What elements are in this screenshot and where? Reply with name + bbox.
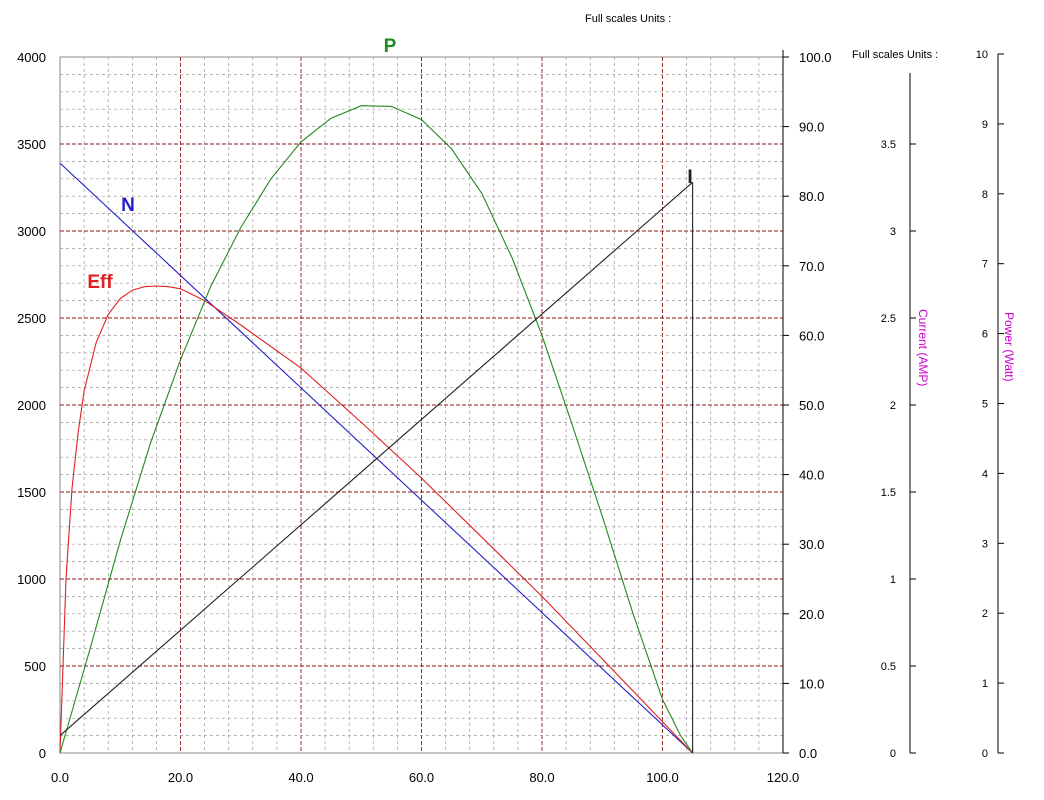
x-tick-label: 40.0 <box>288 770 313 785</box>
power-tick-label: 0 <box>982 748 988 760</box>
left-tick-label: 500 <box>24 659 46 674</box>
power-tick-label: 10 <box>976 49 988 61</box>
left-tick-label: 2000 <box>17 398 46 413</box>
mid-tick-label: 40.0 <box>799 468 824 483</box>
top-header: Full scales Units : <box>585 13 671 25</box>
power-tick-label: 5 <box>982 399 988 411</box>
x-tick-label: 60.0 <box>409 770 434 785</box>
series-line-eff <box>59 285 693 754</box>
series-lines <box>59 105 694 754</box>
left-axis: 0 500 1000 1500 2000 2500 3000 3500 4000 <box>17 50 46 761</box>
series-line-p <box>59 105 694 754</box>
left-tick-label: 3000 <box>17 224 46 239</box>
left-tick-label: 1500 <box>17 485 46 500</box>
current-tick-label: 1.5 <box>881 487 896 499</box>
current-tick-label: 1 <box>890 574 896 586</box>
power-axis-label: Power (Watt) <box>1002 312 1016 382</box>
left-tick-label: 2500 <box>17 311 46 326</box>
power-axis: 0 1 2 3 4 5 6 7 8 9 10 <box>976 49 1004 760</box>
x-tick-label: 80.0 <box>529 770 554 785</box>
power-tick-label: 4 <box>982 468 988 480</box>
series-line-n <box>59 162 693 754</box>
current-axis: 0 0.5 1 1.5 2 2.5 3 3.5 <box>881 73 916 760</box>
mid-tick-label: 10.0 <box>799 676 824 691</box>
power-tick-label: 1 <box>982 678 988 690</box>
current-tick-label: 2 <box>890 400 896 412</box>
series-labels: N Eff P I <box>87 36 692 293</box>
x-tick-label: 120.0 <box>767 770 800 785</box>
current-tick-label: 3 <box>890 226 896 238</box>
current-tick-label: 0.5 <box>881 661 896 673</box>
x-tick-label: 100.0 <box>646 770 679 785</box>
left-tick-label: 0 <box>39 746 46 761</box>
x-tick-label: 0.0 <box>51 770 69 785</box>
power-tick-label: 9 <box>982 119 988 131</box>
left-tick-label: 1000 <box>17 572 46 587</box>
series-label-n: N <box>121 195 135 216</box>
series-line-i <box>59 181 693 737</box>
mid-tick-label: 70.0 <box>799 259 824 274</box>
current-tick-label: 3.5 <box>881 139 896 151</box>
current-tick-label: 2.5 <box>881 313 896 325</box>
power-tick-label: 8 <box>982 189 988 201</box>
mid-tick-label: 50.0 <box>799 398 824 413</box>
left-tick-label: 4000 <box>17 50 46 65</box>
current-axis-label: Current (AMP) <box>916 309 930 386</box>
x-tick-label: 20.0 <box>168 770 193 785</box>
right-header: Full scales Units : <box>852 49 938 61</box>
mid-tick-label: 0.0 <box>799 746 817 761</box>
x-axis: 0.0 20.0 40.0 60.0 80.0 100.0 120.0 <box>51 770 799 785</box>
left-tick-label: 3500 <box>17 137 46 152</box>
series-label-eff: Eff <box>87 272 113 293</box>
power-tick-label: 6 <box>982 329 988 341</box>
power-tick-label: 2 <box>982 608 988 620</box>
mid-tick-label: 20.0 <box>799 607 824 622</box>
power-tick-label: 7 <box>982 259 988 271</box>
mid-tick-label: 30.0 <box>799 537 824 552</box>
chart-grid <box>59 56 784 754</box>
current-tick-label: 0 <box>890 748 896 760</box>
mid-axis: 0.0 10.0 20.0 30.0 40.0 50.0 60.0 70.0 80.0 90.0 1… <box>782 50 832 761</box>
series-label-i: I <box>687 167 692 188</box>
mid-tick-label: 60.0 <box>799 328 824 343</box>
mid-tick-label: 80.0 <box>799 189 824 204</box>
mid-tick-label: 100.0 <box>799 50 832 65</box>
power-tick-label: 3 <box>982 538 988 550</box>
mid-tick-label: 90.0 <box>799 120 824 135</box>
series-label-p: P <box>384 36 397 57</box>
